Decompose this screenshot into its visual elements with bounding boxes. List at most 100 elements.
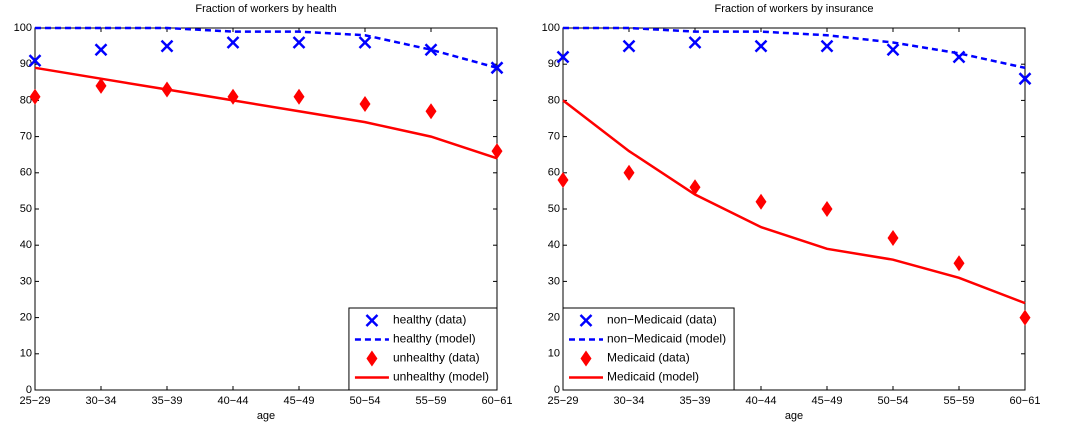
chart-title: Fraction of workers by health bbox=[195, 3, 336, 15]
data-point bbox=[28, 54, 42, 67]
y-tick-label: 80 bbox=[20, 94, 32, 106]
y-tick-label: 20 bbox=[20, 312, 32, 324]
data-point bbox=[160, 39, 174, 53]
data-point bbox=[95, 77, 107, 94]
x-stroke bbox=[579, 314, 593, 327]
legend: healthy (data) healthy (model) unhealthy (… bbox=[348, 307, 498, 391]
data-point bbox=[227, 88, 239, 105]
x-stroke bbox=[1018, 72, 1032, 86]
x-stroke bbox=[622, 39, 636, 53]
y-tick-label: 90 bbox=[548, 58, 560, 70]
legend-swatch bbox=[580, 350, 592, 367]
y-tick-label: 70 bbox=[548, 131, 560, 143]
x-stroke bbox=[365, 314, 379, 327]
x-stroke bbox=[424, 43, 438, 57]
y-tick-label: 0 bbox=[26, 384, 32, 396]
data-point bbox=[1019, 309, 1031, 326]
x-stroke bbox=[886, 43, 900, 57]
y-tick-label: 80 bbox=[548, 94, 560, 106]
data-point bbox=[358, 36, 372, 49]
x-tick-label: 60−61 bbox=[482, 395, 513, 407]
x-stroke bbox=[358, 36, 372, 49]
y-tick-label: 40 bbox=[20, 239, 32, 251]
y-tick-label: 70 bbox=[20, 131, 32, 143]
legend-swatch bbox=[579, 314, 593, 327]
legend-label: non−Medicaid (model) bbox=[607, 332, 726, 346]
data-point bbox=[821, 201, 833, 217]
data-point bbox=[424, 43, 438, 57]
y-tick-label: 100 bbox=[14, 22, 32, 34]
y-tick-label: 50 bbox=[20, 203, 32, 215]
data-point bbox=[293, 88, 305, 105]
data-point bbox=[1018, 72, 1032, 86]
data-point bbox=[622, 39, 636, 53]
x-stroke bbox=[754, 39, 768, 53]
data-point bbox=[557, 172, 569, 189]
legend-swatch bbox=[365, 314, 379, 327]
y-tick-label: 60 bbox=[20, 167, 32, 179]
x-tick-label: 30−34 bbox=[86, 395, 117, 407]
legend-swatch bbox=[366, 350, 378, 367]
data-point bbox=[29, 88, 41, 105]
legend-label: non−Medicaid (data) bbox=[607, 313, 717, 327]
x-tick-label: 35−39 bbox=[680, 395, 711, 407]
x-stroke bbox=[226, 36, 240, 49]
x-tick-label: 40−44 bbox=[746, 395, 777, 407]
legend-label: unhealthy (data) bbox=[393, 351, 480, 365]
data-point bbox=[425, 103, 437, 120]
data-point bbox=[953, 255, 965, 272]
data-point bbox=[490, 61, 504, 75]
data-point bbox=[491, 143, 503, 160]
x-tick-label: 50−54 bbox=[878, 395, 909, 407]
y-tick-label: 50 bbox=[548, 203, 560, 215]
data-point bbox=[556, 50, 570, 64]
data-point bbox=[292, 36, 306, 49]
data-point bbox=[623, 164, 635, 181]
x-stroke bbox=[292, 36, 306, 49]
data-point bbox=[755, 193, 767, 210]
x-stroke bbox=[688, 36, 702, 49]
data-point bbox=[226, 36, 240, 49]
data-point bbox=[94, 43, 108, 57]
legend-label: unhealthy (model) bbox=[393, 370, 489, 384]
data-point bbox=[886, 43, 900, 57]
y-tick-label: 0 bbox=[554, 384, 560, 396]
x-stroke bbox=[160, 39, 174, 53]
x-tick-label: 25−29 bbox=[548, 395, 579, 407]
y-tick-label: 100 bbox=[542, 22, 560, 34]
y-tick-label: 30 bbox=[548, 275, 560, 287]
series-line bbox=[563, 26, 1026, 70]
legend-label: healthy (model) bbox=[393, 332, 476, 346]
chart-title: Fraction of workers by insurance bbox=[715, 3, 874, 15]
data-point bbox=[359, 96, 371, 113]
x-tick-label: 35−39 bbox=[152, 395, 183, 407]
data-point bbox=[688, 36, 702, 49]
legend-label: Medicaid (model) bbox=[607, 370, 699, 384]
y-tick-label: 30 bbox=[20, 275, 32, 287]
x-stroke bbox=[820, 39, 834, 53]
y-tick-label: 10 bbox=[548, 348, 560, 360]
legend-label: Medicaid (data) bbox=[607, 351, 690, 365]
x-tick-label: 40−44 bbox=[218, 395, 249, 407]
x-axis-label: age bbox=[257, 410, 275, 422]
data-point bbox=[820, 39, 834, 53]
x-tick-label: 55−59 bbox=[416, 395, 447, 407]
x-tick-label: 45−49 bbox=[812, 395, 843, 407]
x-tick-label: 30−34 bbox=[614, 395, 645, 407]
series-line bbox=[35, 26, 498, 70]
x-tick-label: 55−59 bbox=[944, 395, 975, 407]
x-tick-label: 25−29 bbox=[20, 395, 51, 407]
data-point bbox=[887, 229, 899, 246]
x-stroke bbox=[94, 43, 108, 57]
y-tick-label: 90 bbox=[20, 58, 32, 70]
series-line bbox=[562, 99, 1026, 305]
x-tick-label: 50−54 bbox=[350, 395, 381, 407]
series-line bbox=[34, 66, 498, 160]
y-tick-label: 40 bbox=[548, 239, 560, 251]
x-stroke bbox=[556, 50, 570, 64]
x-axis-label: age bbox=[785, 410, 803, 422]
x-tick-label: 45−49 bbox=[284, 395, 315, 407]
x-stroke bbox=[28, 54, 42, 67]
x-stroke bbox=[490, 61, 504, 75]
